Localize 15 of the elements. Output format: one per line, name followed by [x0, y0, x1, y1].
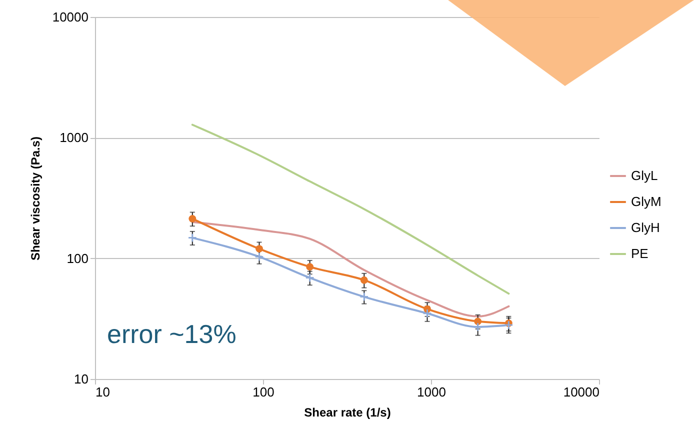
legend-label: PE [631, 246, 649, 261]
x-tick-label: 1000 [417, 384, 446, 400]
x-axis-title: Shear rate (1/s) [304, 406, 391, 420]
x-tick-label: 10 [96, 384, 110, 400]
legend-label: GlyH [631, 220, 660, 235]
x-tick-label: 10000 [563, 384, 600, 400]
y-tick-label: 10 [74, 372, 88, 386]
legend-label: GlyM [631, 194, 662, 209]
y-axis-title: Shear viscosity (Pa.s) [28, 136, 42, 261]
y-tick-label: 100 [66, 250, 88, 266]
x-tick-label: 100 [252, 384, 274, 400]
y-tick-label: 10000 [52, 10, 88, 24]
y-tick-label: 1000 [60, 130, 88, 146]
legend-label: GlyL [631, 168, 658, 183]
annotation: error ~13% [107, 319, 236, 349]
